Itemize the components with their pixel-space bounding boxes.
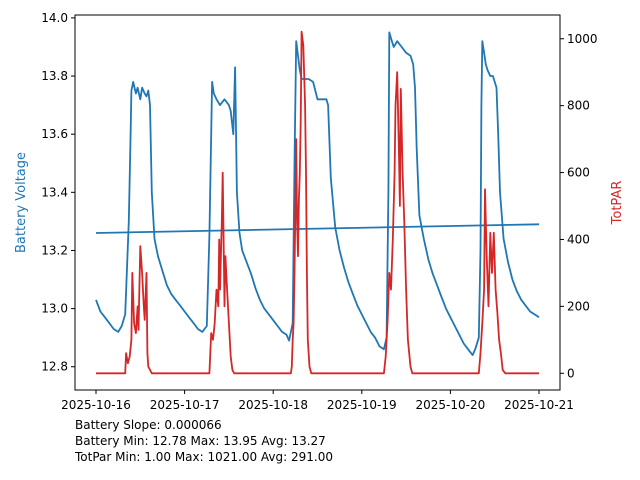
left-axis-label: Battery Voltage (14, 152, 29, 253)
battery-stats-text: Battery Min: 12.78 Max: 13.95 Avg: 13.27 (75, 434, 326, 448)
x-tick-label: 2025-10-19 (327, 398, 397, 412)
x-tick-label: 2025-10-20 (416, 398, 486, 412)
battery-slope-text: Battery Slope: 0.000066 (75, 418, 222, 432)
x-tick-label: 2025-10-21 (504, 398, 574, 412)
left-y-tick-label: 13.6 (41, 127, 68, 141)
right-y-tick-label: 0 (567, 366, 575, 380)
left-y-tick-label: 12.8 (41, 360, 68, 374)
x-tick-label: 2025-10-17 (150, 398, 220, 412)
right-y-tick-label: 400 (567, 232, 590, 246)
x-tick-label: 2025-10-16 (61, 398, 131, 412)
left-y-tick-label: 13.0 (41, 302, 68, 316)
left-y-tick-label: 13.4 (41, 185, 68, 199)
left-y-tick-label: 14.0 (41, 11, 68, 25)
battery-voltage-line (95, 31, 540, 356)
right-y-tick-label: 1000 (567, 32, 598, 46)
right-y-tick-label: 200 (567, 299, 590, 313)
plot-frame (74, 14, 561, 391)
right-axis-label: TotPAR (610, 181, 625, 226)
left-y-tick-label: 13.8 (41, 69, 68, 83)
left-y-tick-label: 13.2 (41, 243, 68, 257)
totpar-line (96, 30, 539, 375)
right-y-tick-label: 800 (567, 99, 590, 113)
x-tick-label: 2025-10-18 (238, 398, 308, 412)
right-y-tick-label: 600 (567, 166, 590, 180)
totpar-stats-text: TotPar Min: 1.00 Max: 1021.00 Avg: 291.0… (75, 450, 333, 464)
battery-trend-line (95, 223, 540, 234)
